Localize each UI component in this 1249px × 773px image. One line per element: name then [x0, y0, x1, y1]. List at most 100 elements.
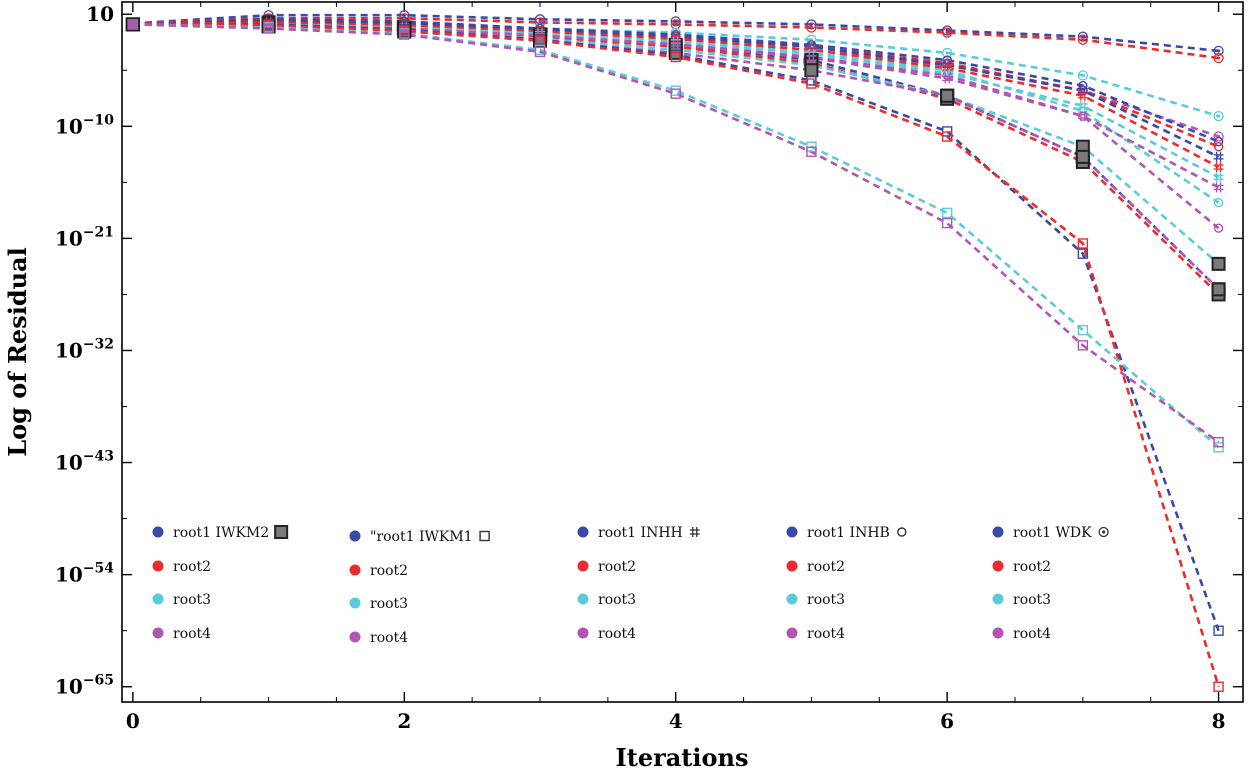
at-ring	[670, 19, 681, 30]
legend-label-iwkm2-root3: root3	[173, 592, 211, 608]
legend-swatch-root4	[349, 631, 361, 643]
data-point-inhb-root2	[1078, 85, 1088, 96]
legend-label-iwkm1-root2: root2	[370, 563, 408, 579]
data-point-iwkm1-root2	[670, 51, 681, 63]
data-point-iwkm2-root4	[1075, 149, 1090, 164]
data-point-inhh-root4	[1077, 111, 1088, 122]
data-point-inhb-root4	[1213, 223, 1224, 233]
legend-label-iwkm1-root1: "root1 IWKM1	[370, 529, 473, 545]
data-point-iwkm1-root3	[1077, 324, 1089, 336]
legend-label-inhb-root3: root3	[807, 592, 845, 608]
legend-swatch-root1	[786, 526, 798, 538]
data-point-iwkm1-root4	[127, 19, 139, 30]
at-ring	[806, 22, 817, 33]
data-point-wdk-root2	[941, 27, 953, 38]
legend-swatch-root1	[577, 526, 589, 538]
data-point-inhb-root2	[1213, 141, 1224, 152]
data-point-iwkm1-root4	[670, 88, 681, 99]
data-point-iwkm1-root1	[1077, 248, 1089, 259]
legend-label-inhh-root3: root3	[598, 592, 636, 608]
at-ring	[1098, 526, 1109, 538]
plot-frame	[121, 1, 1244, 703]
data-point-iwkm1-root4	[941, 217, 953, 229]
at-core	[809, 25, 814, 30]
legend-label-iwkm2-root2: root2	[173, 559, 211, 575]
data-point-wdk-root2	[1213, 52, 1224, 64]
legend-swatch-root3	[152, 593, 164, 605]
data-point-wdk-root2	[670, 19, 681, 30]
series-line-iwkm2-root4	[132, 23, 1220, 291]
y-tick-label: 10	[86, 2, 114, 26]
legend-swatch-root4	[992, 627, 1004, 639]
series-line-iwkm1-root4	[132, 23, 1220, 444]
data-point-inhh-root4	[1213, 182, 1224, 193]
legend-label-wdk-root4: root4	[1013, 626, 1051, 642]
data-point-iwkm1-root2	[1213, 681, 1224, 692]
data-point-iwkm2-root3	[1211, 256, 1226, 271]
at-core	[1216, 56, 1221, 60]
legend-label-inhh-root2: root2	[598, 559, 636, 575]
legend-label-inhb-root2: root2	[807, 559, 845, 575]
data-point-inhb-root1	[1213, 136, 1224, 147]
legend: root1 IWKM2 root2 root3 root4 "root1 IWKM1 ro…	[152, 525, 1109, 646]
legend-swatch-root1	[992, 526, 1004, 538]
x-tick-label: 6	[940, 709, 954, 733]
legend-label-iwkm2-root4: root4	[173, 626, 211, 642]
legend-marker-iwkm1	[479, 530, 490, 542]
series-line-iwkm1-root3	[132, 23, 1220, 449]
series-markers	[125, 10, 1226, 692]
at-core	[538, 20, 542, 24]
y-tick-label: 10−43	[55, 449, 114, 475]
legend-swatch-root3	[992, 593, 1004, 605]
data-point-inhb-root1	[942, 55, 952, 65]
legend-label-iwkm1-root3: root3	[370, 596, 408, 612]
at-core	[1102, 530, 1106, 534]
at-ring	[1077, 70, 1089, 81]
data-point-wdk-root3	[1213, 110, 1224, 122]
data-point-iwkm1-root2	[1077, 238, 1089, 249]
at-ring	[941, 27, 953, 38]
y-tick-label: 10−54	[55, 561, 114, 587]
y-tick-label: 10−32	[55, 336, 114, 362]
legend-swatch-root2	[152, 560, 164, 572]
series-line-iwkm1-root2	[132, 23, 1220, 688]
legend-marker-inhh	[689, 527, 700, 537]
data-point-wdk-root1	[1213, 45, 1224, 57]
legend-label-iwkm1-root4: root4	[370, 630, 408, 646]
data-point-iwkm2-root4	[804, 63, 819, 78]
x-tick-label: 4	[669, 709, 683, 733]
y-tick-label: 10−21	[55, 224, 114, 250]
data-point-iwkm1-root4	[399, 29, 410, 40]
data-point-inhh-root3	[942, 68, 953, 79]
data-point-wdk-root3	[1077, 70, 1089, 81]
at-core	[1216, 114, 1221, 118]
legend-marker-iwkm2	[274, 525, 289, 539]
at-ring	[1213, 131, 1224, 142]
data-point-inhh-root4	[127, 19, 138, 30]
at-ring	[1077, 34, 1089, 45]
data-point-iwkm1-root4	[1077, 340, 1089, 351]
data-point-inhb-root4	[1078, 111, 1088, 121]
data-point-inhb-root3	[1213, 198, 1224, 208]
legend-swatch-root2	[992, 560, 1004, 572]
data-point-inhh-root3	[1077, 100, 1088, 111]
data-point-inhh-root4	[942, 73, 953, 84]
at-core	[1216, 49, 1221, 53]
legend-label-wdk-root3: root3	[1013, 592, 1051, 608]
data-point-wdk-root2	[1077, 34, 1089, 45]
data-point-wdk-root2	[806, 22, 817, 33]
data-point-inhh-root1	[1213, 151, 1224, 162]
at-ring	[1213, 45, 1224, 57]
data-point-inhb-root3	[1078, 106, 1088, 116]
data-point-iwkm1-root4	[263, 23, 274, 34]
legend-swatch-root3	[349, 597, 361, 609]
x-tick-label: 8	[1212, 709, 1226, 733]
data-point-iwkm1-root4	[534, 46, 546, 58]
legend-label-inhh-root1: root1 INHH	[598, 525, 683, 541]
y-tick-label: 10−65	[55, 673, 114, 699]
x-axis-title: Iterations	[616, 743, 749, 772]
legend-swatch-root4	[786, 627, 798, 639]
legend-swatch-root3	[786, 593, 798, 605]
x-tick-label: 0	[126, 709, 140, 733]
data-point-inhh-root3	[1213, 172, 1224, 183]
